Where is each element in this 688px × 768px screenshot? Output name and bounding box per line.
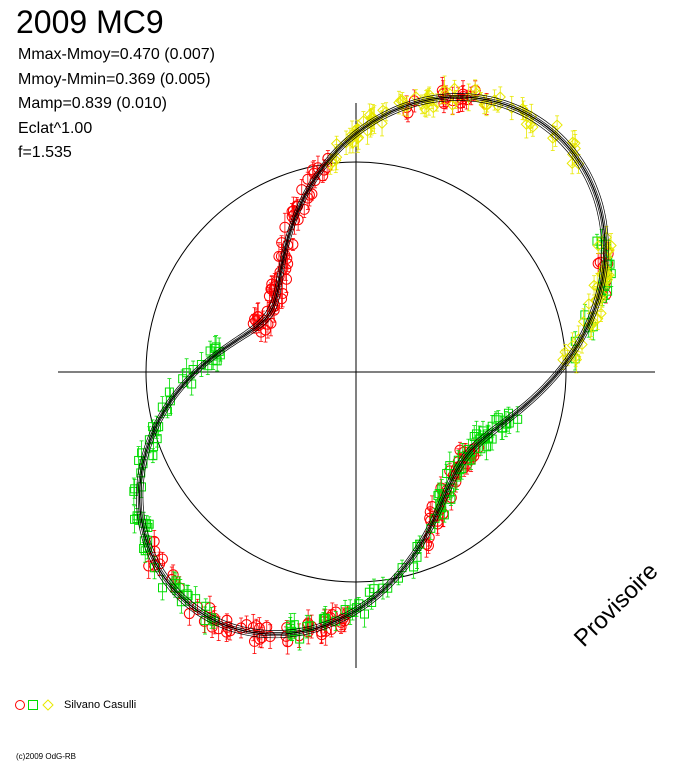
data-point-green-square [138, 459, 148, 469]
data-point-yellow-diamond [480, 99, 493, 111]
data-point-yellow-diamond [588, 279, 600, 292]
model-curve-0 [142, 100, 602, 631]
data-point-yellow-diamond [520, 118, 533, 130]
data-point-green-square [152, 434, 162, 444]
model-curve-3 [137, 95, 607, 637]
data-point-yellow-diamond [431, 96, 443, 109]
data-point-green-square [289, 620, 299, 630]
data-point-green-square [482, 442, 492, 452]
data-point-red-circle [148, 535, 160, 547]
data-point-yellow-diamond [377, 104, 389, 116]
copyright-footer: (c)2009 OdG-RB [16, 752, 77, 761]
data-point-yellow-diamond [394, 94, 407, 107]
legend-yellow-diamond-marker [42, 699, 54, 711]
legend-markers [15, 699, 54, 711]
stats-block: Mmax-Mmoy=0.470 (0.007) Mmoy-Mmin=0.369 … [18, 43, 215, 166]
data-point-yellow-diamond [590, 295, 603, 307]
data-point-yellow-diamond [347, 137, 359, 149]
data-point-green-square [129, 486, 139, 496]
data-point-green-square [359, 609, 369, 619]
data-point-green-square [434, 489, 444, 499]
data-point-red-circle [183, 608, 195, 620]
data-point-red-circle [408, 95, 420, 107]
model-curve-4 [136, 93, 609, 639]
legend-green-square-marker [28, 700, 38, 710]
data-point-yellow-diamond [603, 269, 615, 281]
data-point-yellow-diamond [591, 312, 604, 325]
data-point-green-square [175, 583, 185, 593]
data-point-green-square [191, 594, 201, 604]
chart-title: 2009 MC9 [16, 4, 164, 40]
stat-mmoy-mmin: Mmoy-Mmin=0.369 (0.005) [18, 70, 211, 88]
data-point-green-square [354, 599, 364, 609]
data-point-green-square [340, 605, 350, 615]
data-point-red-circle [317, 170, 329, 182]
data-point-green-square [178, 374, 188, 384]
data-point-yellow-diamond [330, 137, 343, 150]
data-point-green-square [469, 431, 479, 441]
data-point-green-square [412, 552, 422, 562]
data-point-green-square [144, 519, 154, 529]
data-point-green-square [158, 583, 168, 593]
data-point-red-circle [257, 314, 269, 326]
data-point-red-circle [287, 205, 299, 217]
stat-eclat: Eclat^1.00 [18, 119, 93, 137]
data-point-green-square [409, 562, 419, 572]
data-point-green-square [183, 590, 193, 600]
data-point-green-square [209, 616, 219, 626]
legend-observer-name: Silvano Casulli [64, 699, 137, 711]
data-point-red-circle [224, 625, 236, 637]
data-point-yellow-diamond [357, 115, 370, 127]
data-point-red-circle [421, 538, 433, 550]
data-point-green-square [295, 634, 305, 644]
data-point-yellow-diamond [351, 122, 364, 135]
data-point-green-square [164, 387, 174, 397]
model-curve-1 [140, 98, 604, 633]
data-point-green-square [148, 451, 158, 461]
data-point-red-circle [143, 560, 155, 572]
data-point-green-square [207, 613, 217, 623]
data-point-green-square [201, 601, 211, 611]
stat-frequency: f=1.535 [18, 144, 72, 161]
stat-mamp: Mamp=0.839 (0.010) [18, 95, 167, 112]
data-point-yellow-diamond [559, 346, 571, 358]
data-point-yellow-diamond [494, 91, 506, 103]
data-point-yellow-diamond [585, 320, 597, 332]
data-point-yellow-diamond [478, 99, 490, 111]
data-point-yellow-diamond [446, 99, 459, 111]
model-curve-2 [138, 96, 606, 635]
reference-circle [145, 161, 567, 583]
stat-mmax-mmoy: Mmax-Mmoy=0.470 (0.007) [18, 46, 215, 63]
legend: Silvano Casulli [14, 697, 136, 713]
data-point-yellow-diamond [420, 98, 432, 110]
data-point-green-square [200, 616, 210, 626]
data-point-green-square [369, 584, 379, 594]
legend-red-circle-marker [15, 700, 25, 710]
data-point-green-square [433, 491, 443, 501]
data-point-green-square [493, 413, 503, 423]
data-point-yellow-diamond [603, 244, 615, 256]
data-point-green-square [442, 468, 452, 478]
data-point-red-circle [235, 622, 247, 634]
data-point-red-circle [279, 221, 291, 233]
data-point-green-square [319, 613, 329, 623]
data-point-yellow-diamond [410, 91, 422, 103]
data-point-red-circle [264, 631, 276, 643]
data-point-red-circle [266, 278, 278, 290]
